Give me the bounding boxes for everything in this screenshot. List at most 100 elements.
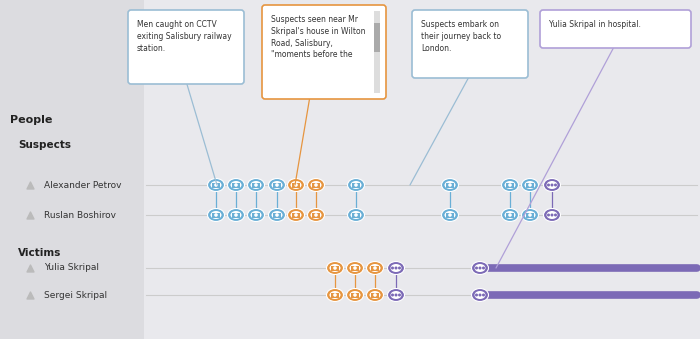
- Circle shape: [550, 214, 554, 217]
- Ellipse shape: [547, 211, 557, 219]
- Ellipse shape: [230, 181, 241, 189]
- Circle shape: [528, 183, 532, 187]
- Text: Sergei Skripal: Sergei Skripal: [44, 291, 107, 299]
- Bar: [273, 213, 281, 218]
- FancyBboxPatch shape: [128, 10, 244, 84]
- Ellipse shape: [347, 208, 365, 221]
- Ellipse shape: [367, 288, 384, 301]
- Circle shape: [398, 266, 401, 270]
- Text: People: People: [10, 115, 52, 125]
- Ellipse shape: [391, 264, 402, 272]
- Circle shape: [395, 294, 398, 297]
- Ellipse shape: [290, 181, 302, 189]
- Bar: [212, 182, 220, 187]
- Ellipse shape: [475, 291, 486, 299]
- Bar: [506, 182, 514, 187]
- Circle shape: [554, 183, 557, 186]
- Circle shape: [373, 293, 377, 297]
- Circle shape: [482, 266, 485, 270]
- Circle shape: [547, 183, 550, 186]
- Ellipse shape: [251, 181, 262, 189]
- Bar: [252, 182, 260, 187]
- Circle shape: [391, 294, 394, 297]
- Bar: [352, 182, 360, 187]
- Circle shape: [354, 183, 358, 187]
- Ellipse shape: [367, 261, 384, 275]
- Bar: [252, 213, 260, 218]
- Ellipse shape: [388, 288, 405, 301]
- Circle shape: [275, 213, 279, 217]
- Ellipse shape: [543, 179, 561, 192]
- Ellipse shape: [522, 208, 538, 221]
- Bar: [232, 213, 240, 218]
- Text: Men caught on CCTV
exiting Salisbury railway
station.: Men caught on CCTV exiting Salisbury rai…: [137, 20, 232, 53]
- Ellipse shape: [543, 208, 561, 221]
- Bar: [273, 182, 281, 187]
- Ellipse shape: [311, 181, 321, 189]
- Bar: [232, 182, 240, 187]
- Bar: [212, 213, 220, 218]
- Circle shape: [479, 294, 482, 297]
- Ellipse shape: [501, 179, 519, 192]
- Bar: [331, 293, 339, 298]
- FancyBboxPatch shape: [412, 10, 528, 78]
- Circle shape: [508, 213, 512, 217]
- Circle shape: [314, 213, 318, 217]
- Bar: [526, 213, 534, 218]
- Circle shape: [254, 213, 258, 217]
- Ellipse shape: [444, 211, 456, 219]
- Circle shape: [448, 183, 452, 187]
- Ellipse shape: [269, 179, 286, 192]
- Ellipse shape: [330, 264, 340, 272]
- Bar: [351, 265, 359, 271]
- Circle shape: [391, 266, 394, 270]
- Ellipse shape: [501, 208, 519, 221]
- Bar: [526, 182, 534, 187]
- Ellipse shape: [547, 181, 557, 189]
- Circle shape: [333, 293, 337, 297]
- Circle shape: [354, 293, 357, 297]
- Circle shape: [275, 183, 279, 187]
- Ellipse shape: [505, 181, 515, 189]
- Bar: [446, 182, 454, 187]
- Ellipse shape: [272, 211, 283, 219]
- Ellipse shape: [370, 291, 381, 299]
- Ellipse shape: [248, 179, 265, 192]
- Bar: [312, 213, 320, 218]
- Bar: [331, 265, 339, 271]
- Text: Suspects seen near Mr
Skripal's house in Wilton
Road, Salisbury,
"moments before: Suspects seen near Mr Skripal's house in…: [271, 15, 365, 59]
- Bar: [351, 293, 359, 298]
- Circle shape: [479, 266, 482, 270]
- Ellipse shape: [351, 181, 361, 189]
- Ellipse shape: [351, 211, 361, 219]
- Ellipse shape: [524, 181, 536, 189]
- Circle shape: [528, 213, 532, 217]
- Ellipse shape: [207, 179, 225, 192]
- Ellipse shape: [472, 288, 489, 301]
- Circle shape: [294, 213, 298, 217]
- Circle shape: [314, 183, 318, 187]
- Bar: [446, 213, 454, 218]
- Ellipse shape: [269, 208, 286, 221]
- FancyBboxPatch shape: [540, 10, 691, 48]
- Text: Suspects: Suspects: [18, 140, 71, 150]
- Ellipse shape: [288, 179, 304, 192]
- Ellipse shape: [349, 291, 360, 299]
- Ellipse shape: [307, 208, 325, 221]
- Ellipse shape: [272, 181, 283, 189]
- Circle shape: [354, 213, 358, 217]
- Bar: [374, 23, 380, 52]
- Ellipse shape: [307, 179, 325, 192]
- Ellipse shape: [388, 261, 405, 275]
- Ellipse shape: [248, 208, 265, 221]
- Circle shape: [333, 266, 337, 270]
- Ellipse shape: [230, 211, 241, 219]
- Circle shape: [214, 213, 218, 217]
- Ellipse shape: [444, 181, 456, 189]
- Circle shape: [482, 294, 485, 297]
- Text: Yulia Skripal in hospital.: Yulia Skripal in hospital.: [549, 20, 641, 29]
- Bar: [312, 182, 320, 187]
- Ellipse shape: [207, 208, 225, 221]
- Ellipse shape: [472, 261, 489, 275]
- Ellipse shape: [347, 179, 365, 192]
